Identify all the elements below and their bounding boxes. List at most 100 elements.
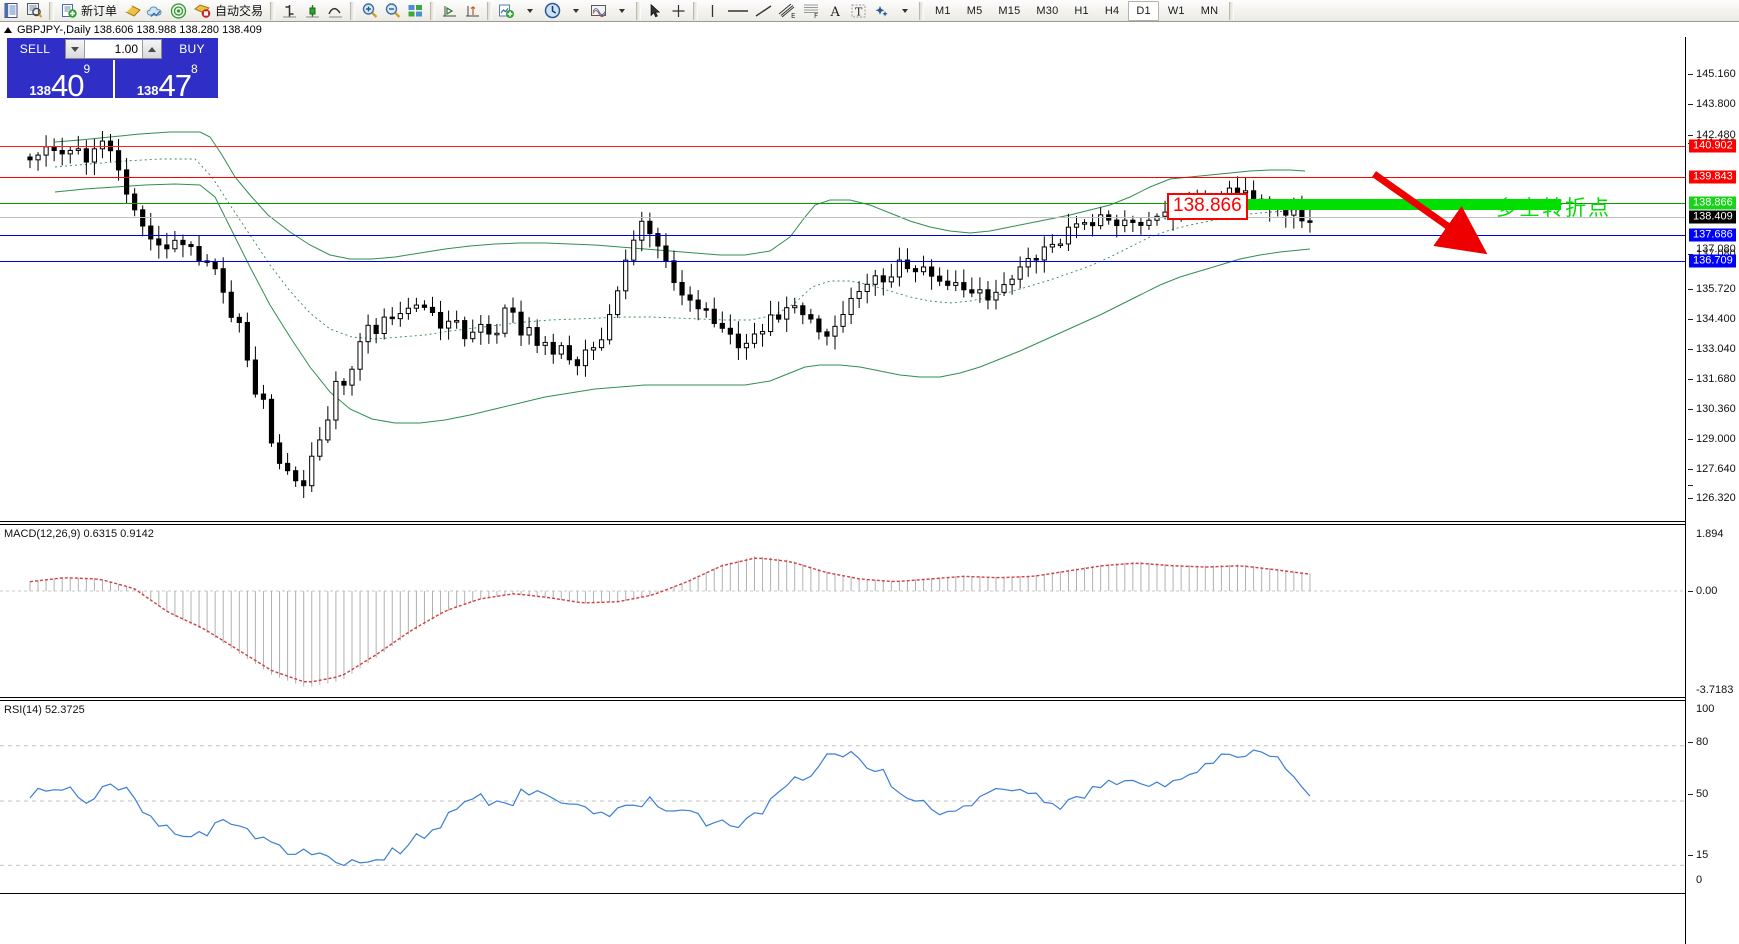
sell-price[interactable]: 138 40 9 [7,60,113,101]
price-tag-138866[interactable]: 138.866 [1689,196,1736,210]
horizontal-line-icon[interactable] [725,1,751,21]
candle-body [574,359,580,367]
shift-end-icon[interactable] [439,1,460,21]
tile-windows-icon[interactable] [405,1,426,21]
buy-button[interactable]: BUY [179,42,205,56]
level-line-136709[interactable] [0,261,1685,262]
sell-button[interactable]: SELL [19,42,51,56]
volume-decrease-button[interactable] [66,40,85,58]
new-order-button[interactable]: 新订单 [58,1,120,21]
candle-body [91,148,98,163]
crosshair-icon[interactable] [668,1,689,21]
candle-body [357,341,363,370]
timeframe-h4[interactable]: H4 [1104,4,1120,17]
candle-body [333,380,339,421]
candle-body [405,307,411,315]
signal-icon[interactable] [168,1,189,21]
candle-body [582,349,589,367]
vertical-line-icon[interactable] [702,1,723,21]
candle-body [397,313,403,320]
candle-body [1114,219,1120,227]
annotation-note-text[interactable]: 多空转折点 [1496,196,1611,220]
price-tag-138409[interactable]: 138.409 [1689,210,1736,224]
buy-price[interactable]: 138 47 8 [112,60,221,101]
timeframe-d1[interactable]: D1 [1128,0,1159,21]
volume-input[interactable]: 1.00 [85,40,142,58]
candle-body [51,146,57,151]
level-line-138409[interactable] [0,217,1685,218]
rsi-pane-top-border-2 [0,700,1685,701]
candle-body [743,342,750,349]
chevron-down-icon[interactable] [565,1,586,21]
level-line-140902[interactable] [0,146,1685,147]
price-label: 142.480 [1696,129,1736,141]
indicators-icon[interactable] [145,1,166,21]
market-watch-icon[interactable] [1,1,22,21]
candle-body [896,259,902,278]
fibonacci-icon[interactable]: F [801,1,823,21]
annotation-down-arrow[interactable] [1370,169,1490,259]
one-click-trading-panel[interactable]: SELL 1.00 BUY 138 40 9 138 47 8 [6,37,221,101]
timeframe-w1[interactable]: W1 [1167,4,1185,17]
volume-increase-button[interactable] [142,40,161,58]
price-tag-139843[interactable]: 139.843 [1689,170,1736,184]
text-label-icon[interactable]: T [848,1,869,21]
cursor-icon[interactable] [645,1,666,21]
level-line-137686[interactable] [0,235,1685,236]
add-indicator-icon[interactable] [496,1,517,21]
candle-body [776,314,782,320]
rsi-line [29,749,1311,867]
auto-scroll-icon[interactable] [462,1,483,21]
rsi-title: RSI(14) 52.3725 [4,704,85,716]
zoom-out-icon[interactable] [382,1,403,21]
candle-body [695,299,701,310]
price-tag-136709[interactable]: 136.709 [1689,254,1736,268]
chart-canvas-area[interactable]: 138.866 多空转折点 145.160 143.800 142.480 14… [0,37,1739,944]
chevron-down-icon[interactable] [519,1,540,21]
bar-chart-icon[interactable] [279,1,300,21]
price-label: 131.680 [1696,373,1736,385]
timeframe-mn[interactable]: MN [1200,4,1219,17]
chevron-down-icon[interactable] [894,1,915,21]
timeframe-h1[interactable]: H1 [1074,4,1089,17]
candle-body [43,146,49,156]
candlestick-chart-icon[interactable] [302,1,323,21]
timeframe-m5[interactable]: M5 [966,4,983,17]
timeframe-m30[interactable]: M30 [1036,4,1059,17]
candle-body [252,359,259,395]
shapes-icon[interactable] [871,1,892,21]
collapse-triangle-icon[interactable] [4,26,12,33]
chevron-down-icon[interactable] [611,1,632,21]
data-window-icon[interactable] [24,1,45,21]
zoom-in-icon[interactable] [359,1,380,21]
annotation-price-tag[interactable]: 138.866 [1167,193,1248,220]
candle-body [929,266,935,277]
level-line-138866[interactable] [0,203,1685,204]
candle-body [365,324,371,343]
candle-body [188,244,194,248]
price-tag-140902[interactable]: 140.902 [1689,139,1736,153]
candle-body [486,323,492,335]
price-tag-137686[interactable]: 137.686 [1689,228,1736,242]
templates-icon[interactable] [588,1,609,21]
line-chart-icon[interactable] [325,1,346,21]
period-clock-icon[interactable] [542,1,563,21]
timeframe-m15[interactable]: M15 [998,4,1021,17]
volume-stepper[interactable]: 1.00 [65,39,162,59]
candle-body [1001,284,1007,293]
candle-body [1049,243,1055,248]
toolbar-separator [487,1,493,20]
candle-body [148,225,154,240]
expert-advisor-icon[interactable] [122,1,143,21]
level-line-139843[interactable] [0,177,1685,178]
autotrading-button[interactable]: 自动交易 [191,1,266,21]
annotation-green-bar[interactable] [1206,199,1561,210]
equidistant-channel-icon[interactable]: E [777,1,799,21]
toolbar-separator [1229,1,1235,20]
rsi-tick-15 [1688,855,1693,856]
price-label: 134.400 [1696,313,1736,325]
timeframe-m1[interactable]: M1 [935,4,951,17]
price-tick [1688,485,1693,486]
text-icon[interactable]: A [825,1,846,21]
trendline-icon[interactable] [753,1,775,21]
